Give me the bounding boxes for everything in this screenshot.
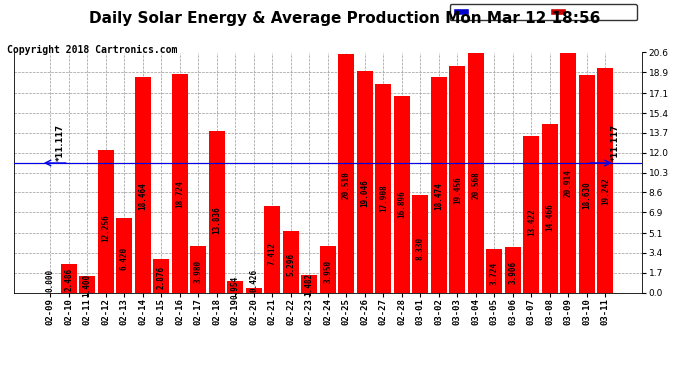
Text: 19.456: 19.456 — [453, 177, 462, 204]
Bar — [98, 150, 114, 292]
Text: 1.482: 1.482 — [305, 273, 314, 296]
Bar — [560, 49, 576, 292]
Text: 14.466: 14.466 — [545, 203, 554, 231]
Text: 19.242: 19.242 — [601, 178, 610, 206]
Text: 18.630: 18.630 — [582, 181, 591, 209]
Bar — [209, 131, 225, 292]
Bar — [190, 246, 206, 292]
Text: 18.474: 18.474 — [434, 182, 443, 210]
Text: 3.980: 3.980 — [194, 260, 203, 283]
Text: *11.117: *11.117 — [611, 124, 620, 161]
Text: 6.420: 6.420 — [120, 247, 129, 270]
Bar — [598, 68, 613, 292]
Bar — [486, 249, 502, 292]
Bar — [579, 75, 595, 292]
Text: Daily Solar Energy & Average Production Mon Mar 12 18:56: Daily Solar Energy & Average Production … — [89, 11, 601, 26]
Bar — [375, 84, 391, 292]
Text: 5.296: 5.296 — [286, 253, 295, 276]
Text: 0.000: 0.000 — [46, 269, 55, 292]
Bar — [394, 96, 410, 292]
Text: 20.568: 20.568 — [471, 171, 480, 198]
Bar — [302, 275, 317, 292]
Text: 12.256: 12.256 — [101, 214, 110, 242]
Bar — [79, 276, 95, 292]
Text: 3.950: 3.950 — [323, 260, 333, 284]
Bar — [320, 246, 335, 292]
Bar — [449, 66, 465, 292]
Bar — [172, 74, 188, 292]
Bar — [246, 288, 262, 292]
Bar — [228, 281, 243, 292]
Bar — [542, 124, 558, 292]
Text: 20.510: 20.510 — [342, 171, 351, 199]
Text: 3.724: 3.724 — [490, 261, 499, 285]
Text: 19.046: 19.046 — [360, 179, 369, 207]
Text: 13.836: 13.836 — [213, 206, 221, 234]
Text: 8.330: 8.330 — [416, 237, 425, 260]
Text: 1.400: 1.400 — [83, 274, 92, 297]
Text: 20.914: 20.914 — [564, 169, 573, 197]
Bar — [338, 54, 354, 292]
Bar — [153, 259, 169, 292]
Text: 18.724: 18.724 — [175, 180, 184, 208]
Text: 0.954: 0.954 — [230, 276, 239, 299]
Bar — [413, 195, 428, 292]
Bar — [135, 77, 150, 292]
Text: *11.117: *11.117 — [56, 124, 65, 161]
Text: 0.426: 0.426 — [249, 269, 258, 292]
Text: 2.876: 2.876 — [157, 266, 166, 289]
Bar — [505, 247, 521, 292]
Bar — [117, 218, 132, 292]
Text: 2.486: 2.486 — [64, 268, 73, 291]
Bar — [431, 77, 446, 292]
Bar — [283, 231, 299, 292]
Legend: Average  (kWh), Daily  (kWh): Average (kWh), Daily (kWh) — [450, 4, 637, 20]
Text: 13.422: 13.422 — [526, 208, 535, 236]
Text: 7.412: 7.412 — [268, 242, 277, 265]
Text: 18.464: 18.464 — [138, 182, 147, 210]
Bar — [357, 70, 373, 292]
Bar — [61, 264, 77, 292]
Bar — [264, 206, 280, 292]
Text: 16.896: 16.896 — [397, 190, 406, 218]
Bar — [468, 53, 484, 292]
Text: 3.906: 3.906 — [509, 261, 518, 284]
Text: 17.908: 17.908 — [379, 185, 388, 213]
Bar — [524, 136, 539, 292]
Text: Copyright 2018 Cartronics.com: Copyright 2018 Cartronics.com — [7, 45, 177, 55]
